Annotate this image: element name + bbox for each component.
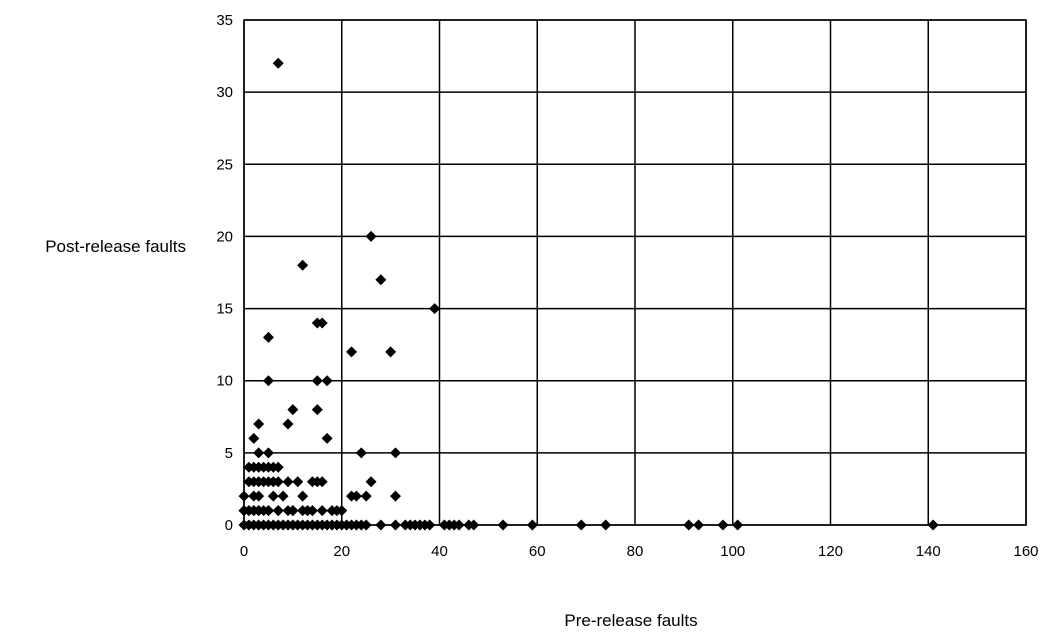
y-tick-label: 0 (225, 517, 233, 534)
y-axis-tick-labels: 0 5 10 15 20 25 30 35 (216, 12, 233, 534)
x-tick-label: 160 (1013, 543, 1038, 560)
data-point (526, 519, 538, 531)
x-tick-label: 120 (818, 543, 843, 560)
data-point (272, 476, 284, 488)
data-point (311, 404, 323, 416)
data-point (282, 418, 294, 430)
data-point (326, 505, 338, 517)
data-point (336, 505, 348, 517)
data-point (262, 375, 274, 387)
data-point (267, 490, 279, 502)
data-point (429, 303, 441, 315)
data-point (375, 519, 387, 531)
x-tick-label: 60 (529, 543, 546, 560)
data-point (346, 346, 358, 358)
data-point (321, 432, 333, 444)
data-point (292, 476, 304, 488)
y-tick-label: 10 (216, 373, 233, 390)
data-point (253, 490, 265, 502)
data-point (253, 505, 265, 517)
y-tick-label: 25 (216, 156, 233, 173)
x-axis-tick-labels: 0 20 40 60 80 100 120 140 160 (240, 543, 1039, 560)
data-point (732, 519, 744, 531)
y-tick-label: 35 (216, 12, 233, 29)
data-point (253, 447, 265, 459)
data-point (365, 230, 377, 242)
data-point (302, 505, 314, 517)
data-point (238, 490, 250, 502)
x-tick-label: 80 (627, 543, 644, 560)
x-tick-label: 40 (431, 543, 448, 560)
data-point (453, 519, 465, 531)
data-point (390, 490, 402, 502)
x-tick-label: 20 (333, 543, 350, 560)
data-point (311, 375, 323, 387)
data-point (316, 476, 328, 488)
x-axis-title: Pre-release faults (564, 611, 697, 630)
data-point (350, 490, 362, 502)
data-point (306, 476, 318, 488)
data-point (316, 317, 328, 329)
data-point (693, 519, 705, 531)
data-point (262, 331, 274, 343)
y-tick-label: 15 (216, 301, 233, 318)
data-point (927, 519, 939, 531)
data-point (360, 490, 372, 502)
y-tick-label: 20 (216, 228, 233, 245)
data-point (272, 505, 284, 517)
data-point (321, 375, 333, 387)
data-point (272, 57, 284, 69)
data-point (717, 519, 729, 531)
data-point (297, 490, 309, 502)
data-point (390, 447, 402, 459)
data-point (297, 259, 309, 271)
data-point (316, 505, 328, 517)
data-point (365, 476, 377, 488)
data-points (238, 57, 939, 531)
y-axis-title: Post-release faults (45, 237, 186, 256)
y-tick-label: 5 (225, 445, 233, 462)
data-point (262, 447, 274, 459)
data-point (277, 490, 289, 502)
data-point (248, 432, 260, 444)
y-tick-label: 30 (216, 84, 233, 101)
data-point (272, 461, 284, 473)
data-point (600, 519, 612, 531)
data-point (424, 519, 436, 531)
plot-area-frame (243, 19, 1027, 526)
x-tick-label: 140 (916, 543, 941, 560)
data-point (375, 274, 387, 286)
data-point (390, 519, 402, 531)
data-point (262, 505, 274, 517)
data-point (683, 519, 695, 531)
data-point (355, 447, 367, 459)
data-point (497, 519, 509, 531)
x-tick-label: 100 (720, 543, 745, 560)
data-point (575, 519, 587, 531)
data-point (287, 505, 299, 517)
data-point (385, 346, 397, 358)
data-point (282, 476, 294, 488)
data-point (287, 404, 299, 416)
data-point (360, 519, 372, 531)
data-point (253, 418, 265, 430)
x-tick-label: 0 (240, 543, 248, 560)
data-point (468, 519, 480, 531)
